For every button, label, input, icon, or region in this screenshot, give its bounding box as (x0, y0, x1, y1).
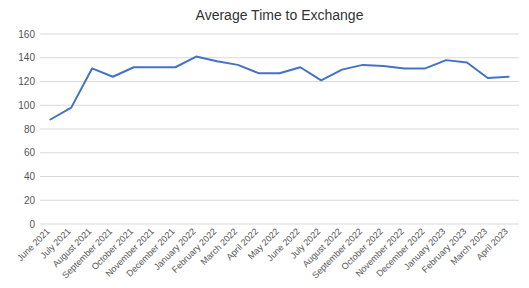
x-tick-label: April 2023 (474, 226, 510, 262)
y-tick-label: 80 (24, 124, 36, 135)
grid-line (40, 129, 519, 130)
grid-line (40, 152, 519, 153)
y-tick-label: 140 (18, 52, 35, 63)
y-tick-label: 120 (18, 76, 35, 87)
grid-line (40, 81, 519, 82)
y-tick-label: 0 (29, 219, 35, 230)
grid-line (40, 176, 519, 177)
y-tick-label: 20 (24, 195, 36, 206)
y-tick-label: 100 (18, 100, 35, 111)
chart: Average Time to Exchange 0 20 40 60 80 100 120 1… (0, 0, 529, 288)
y-tick-label: 60 (24, 147, 36, 158)
grid-line (40, 200, 519, 201)
title: Average Time to Exchange (196, 7, 364, 23)
y-tick-label: 40 (24, 171, 36, 182)
plot-area (50, 57, 508, 120)
chart-container: Average Time to Exchange 0 20 40 60 80 100 120 1… (0, 0, 529, 288)
grid-line (40, 34, 519, 35)
y-tick-label: 160 (18, 29, 35, 40)
grid (40, 34, 519, 224)
line (50, 57, 508, 120)
grid-line (40, 224, 519, 225)
grid-line (40, 57, 519, 58)
grid-line (40, 105, 519, 106)
